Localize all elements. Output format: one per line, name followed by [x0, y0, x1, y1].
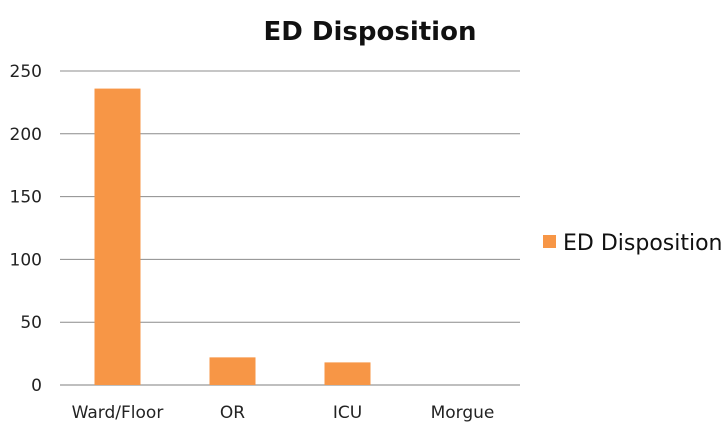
y-tick-label: 200: [10, 125, 42, 145]
bar: [94, 88, 141, 386]
x-tick-labels: Ward/Floor OR ICU Morgue: [72, 403, 495, 423]
bar: [324, 362, 371, 385]
x-tick-label: Morgue: [431, 403, 495, 423]
x-tick-label: ICU: [333, 403, 362, 423]
x-tick-label: Ward/Floor: [72, 403, 164, 423]
y-tick-labels: 0 50 100 150 200 250: [10, 62, 42, 396]
x-tick-label: OR: [220, 403, 245, 423]
y-tick-label: 250: [10, 62, 42, 82]
y-tick-label: 50: [20, 313, 42, 333]
legend-swatch: [543, 235, 556, 248]
bar: [209, 357, 256, 385]
legend-label: ED Disposition: [563, 231, 723, 256]
bars: [94, 88, 371, 386]
y-tick-label: 0: [31, 376, 42, 396]
chart-title: ED Disposition: [264, 17, 477, 47]
y-tick-label: 100: [10, 250, 42, 270]
legend: ED Disposition: [543, 231, 723, 256]
y-tick-label: 150: [10, 188, 42, 208]
